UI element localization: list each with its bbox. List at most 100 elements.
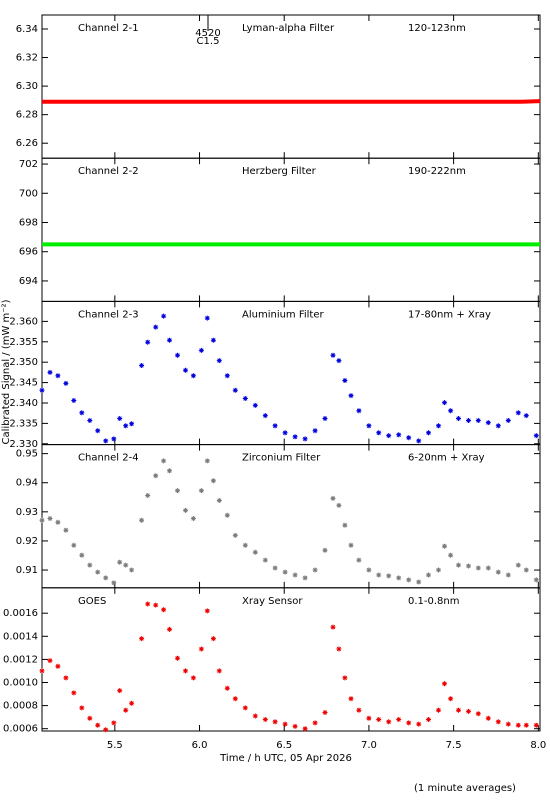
panel-label: 6-20nm + Xray xyxy=(408,453,485,464)
panel-label: Channel 2-2 xyxy=(78,166,139,177)
y-tick-label: 2.335 xyxy=(9,418,38,429)
x-tick-label: 6.0 xyxy=(192,740,208,751)
panel-label: Aluminium Filter xyxy=(242,309,325,320)
data-point xyxy=(210,478,216,484)
data-point xyxy=(175,488,180,494)
y-tick-label: 2.355 xyxy=(9,337,38,348)
data-point xyxy=(198,646,204,652)
data-point xyxy=(71,542,77,548)
data-point xyxy=(47,369,53,375)
data-point xyxy=(386,719,392,725)
y-tick-label: 694 xyxy=(19,276,38,287)
data-point xyxy=(436,567,441,573)
data-point xyxy=(426,572,431,578)
data-point xyxy=(376,430,382,436)
data-point xyxy=(456,416,461,421)
data-point xyxy=(456,707,461,713)
data-point xyxy=(292,572,298,578)
data-point xyxy=(183,668,188,674)
data-point xyxy=(322,547,328,553)
data-point xyxy=(183,367,188,373)
panel-label: 120-123nm xyxy=(408,23,466,34)
data-point xyxy=(167,337,172,343)
data-point xyxy=(252,549,258,555)
data-point xyxy=(39,387,45,393)
data-point xyxy=(515,722,521,728)
y-tick-label: 702 xyxy=(19,159,38,170)
data-point xyxy=(442,400,447,406)
data-point xyxy=(533,722,539,728)
data-point xyxy=(224,512,230,518)
data-point xyxy=(533,577,539,583)
data-point xyxy=(63,380,69,386)
data-point xyxy=(39,517,45,523)
data-point xyxy=(416,579,422,585)
data-point xyxy=(505,721,511,727)
data-point xyxy=(330,352,336,358)
data-point xyxy=(466,418,471,423)
data-point xyxy=(103,727,109,733)
data-point xyxy=(475,565,481,571)
data-point xyxy=(426,430,431,436)
data-point xyxy=(190,675,196,681)
x-tick-label: 5.5 xyxy=(107,740,123,751)
data-point xyxy=(103,438,109,444)
panel-label: Zirconium Filter xyxy=(242,453,321,464)
data-point xyxy=(262,413,268,419)
data-point xyxy=(232,696,238,702)
y-tick-label: 0.94 xyxy=(16,478,38,489)
data-point xyxy=(210,636,216,642)
data-point xyxy=(312,567,318,573)
data-point xyxy=(252,402,258,408)
data-point xyxy=(436,423,441,429)
event-label: 4520 xyxy=(195,28,220,39)
data-point xyxy=(312,428,318,434)
data-point xyxy=(198,488,204,494)
x-tick-label: 6.5 xyxy=(276,740,292,751)
y-tick-label: 0.95 xyxy=(16,449,38,460)
data-point xyxy=(190,516,196,521)
data-point xyxy=(282,430,288,436)
y-tick-label: 696 xyxy=(19,247,38,258)
y-tick-label: 6.30 xyxy=(16,81,38,92)
data-point xyxy=(376,717,382,722)
y-tick-label: 0.0006 xyxy=(3,724,38,735)
data-point xyxy=(456,562,461,568)
data-point xyxy=(71,398,77,403)
data-point xyxy=(145,601,151,607)
data-point xyxy=(204,608,210,614)
data-point xyxy=(129,421,135,427)
panel-frame xyxy=(41,300,541,446)
data-point xyxy=(442,681,447,687)
data-point xyxy=(366,567,372,573)
y-tick-label: 700 xyxy=(19,188,38,199)
y-tick-label: 6.32 xyxy=(16,53,38,64)
data-point xyxy=(252,713,258,719)
data-point xyxy=(95,722,101,728)
data-point xyxy=(396,717,402,722)
data-point xyxy=(302,436,308,442)
data-point xyxy=(224,373,230,379)
data-point xyxy=(123,707,129,713)
data-point xyxy=(153,602,159,608)
data-point xyxy=(426,717,431,722)
y-tick-label: 0.0016 xyxy=(3,608,38,619)
x-tick-label: 7.5 xyxy=(446,740,462,751)
data-point xyxy=(216,358,222,364)
data-point xyxy=(153,324,159,330)
data-point xyxy=(167,468,172,474)
panel-label: GOES xyxy=(78,596,106,607)
data-point xyxy=(485,420,491,426)
data-point xyxy=(485,715,491,721)
data-point xyxy=(366,715,372,721)
data-point xyxy=(129,567,135,573)
data-point xyxy=(515,562,521,568)
data-point xyxy=(63,527,69,533)
data-point xyxy=(282,569,288,575)
data-point xyxy=(396,575,402,581)
data-point xyxy=(282,721,288,727)
panel-label: 17-80nm + Xray xyxy=(408,309,491,320)
event-label: C1.5 xyxy=(197,36,220,47)
data-point xyxy=(322,416,328,421)
